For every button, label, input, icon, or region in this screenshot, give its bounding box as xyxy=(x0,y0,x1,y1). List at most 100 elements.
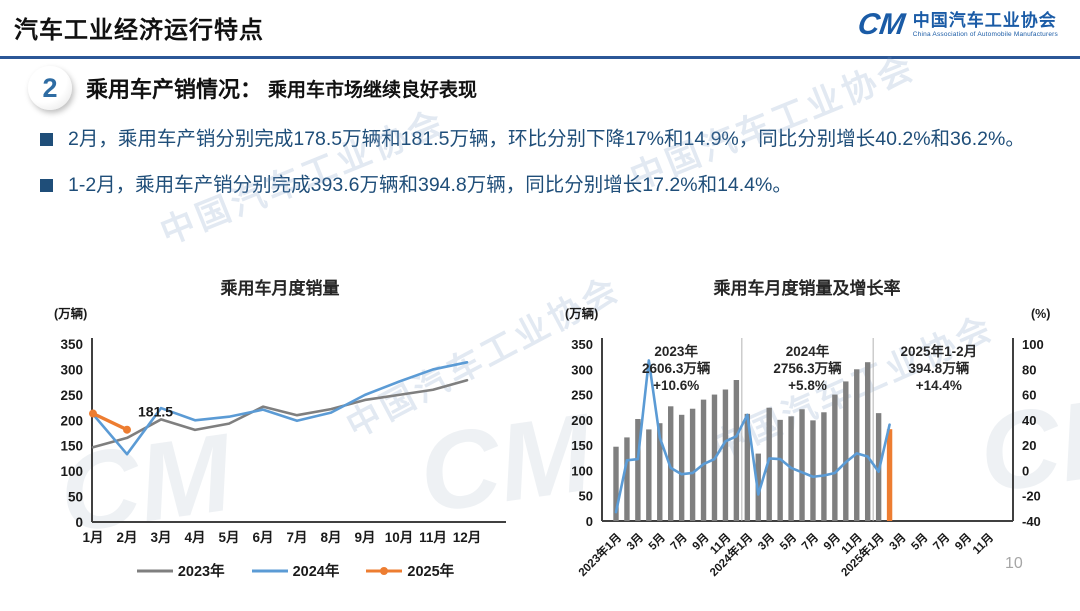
sales-bar xyxy=(832,394,838,521)
page-number: 10 xyxy=(1005,555,1023,572)
sales-bar xyxy=(689,408,696,521)
growth-rate-line xyxy=(614,359,891,514)
right-y-tick-left: 200 xyxy=(571,413,593,428)
right-y-tick-right: 20 xyxy=(1022,438,1036,453)
left-x-tick: 3月 xyxy=(150,530,171,545)
year-annotation: 2023年 2606.3万辆+10.6% xyxy=(642,343,711,393)
right-x-tick: 5月 xyxy=(777,531,799,553)
legend-item-2024年: 2024年 xyxy=(251,560,339,581)
logo-name-cn: 中国汽车工业协会 xyxy=(912,11,1057,31)
right-y-tick-left: 150 xyxy=(571,438,593,453)
right-y-tick-left: 0 xyxy=(586,514,593,529)
right-chart-svg: 乘用车月度销量及增长率(万辆) (%)3503002502001501005001… xyxy=(565,278,1050,579)
bullet-text: 1-2月，乘用车产销分别完成393.6万辆和394.8万辆，同比分别增长17.2… xyxy=(68,174,792,197)
right-y-tick-right: 80 xyxy=(1022,362,1036,377)
right-x-tick: 3月 xyxy=(887,531,909,553)
right-y-tick-right: 40 xyxy=(1022,413,1036,428)
left-chart-svg: 乘用车月度销量 (万辆) 350 300 250 200 150 100 50 01月 2月 3月 4月… xyxy=(54,278,506,545)
right-x-tick: 5月 xyxy=(646,531,668,553)
sales-bar xyxy=(678,414,685,521)
left-y-tick: 250 xyxy=(60,388,83,403)
left-x-tick: 4月 xyxy=(184,530,205,545)
left-chart-legend: 2023年 2024年 2025年 xyxy=(95,560,495,581)
right-y-tick-right: 100 xyxy=(1022,337,1044,352)
year-annotation: 2025年1-2月 394.8万辆+14.4% xyxy=(901,343,978,393)
legend-swatch-icon xyxy=(366,566,403,575)
sales-bar xyxy=(821,412,827,521)
left-y-tick: 0 xyxy=(75,515,83,530)
section-number-badge: 2 xyxy=(28,66,72,110)
legend-label: 2025年 xyxy=(407,564,455,580)
legend-swatch-icon xyxy=(251,569,288,572)
bullet-text: 2月，乘用车产销分别完成178.5万辆和181.5万辆，环比分别下降17%和14… xyxy=(68,128,1025,150)
left-y-tick: 300 xyxy=(60,362,83,377)
legend-item-2025年: 2025年 xyxy=(365,560,454,581)
series-marker xyxy=(123,425,131,434)
bullet-square-icon xyxy=(40,133,53,146)
header-bar: 汽车工业经济运行特点 CM 中国汽车工业协会 China Association… xyxy=(0,0,1080,56)
right-x-tick: 7月 xyxy=(931,531,953,553)
left-x-tick: 5月 xyxy=(218,530,239,545)
left-x-tick: 1月 xyxy=(82,530,103,545)
series-marker xyxy=(89,409,97,418)
right-y-tick-right: 60 xyxy=(1022,388,1036,403)
sales-bar xyxy=(799,409,805,521)
page-title: 汽车工业经济运行特点 xyxy=(14,17,264,44)
left-x-tick: 10月 xyxy=(385,530,414,545)
left-y-tick: 200 xyxy=(60,413,83,428)
right-x-tick: 7月 xyxy=(799,531,821,553)
left-chart-monthly-sales: 乘用车月度销量 (万辆) 350 300 250 200 150 100 50 0 1月 2月 3月 4月… xyxy=(28,276,533,560)
caam-logo-mark-icon: CM xyxy=(855,8,908,41)
left-x-tick: 7月 xyxy=(286,530,307,545)
right-y-tick-left: 50 xyxy=(579,489,593,504)
right-x-tick: 2023年1月 xyxy=(575,530,624,579)
left-x-tick: 11月 xyxy=(419,530,447,545)
right-y-tick-left: 250 xyxy=(571,388,593,403)
right-y-tick-left: 350 xyxy=(571,337,593,352)
sales-bar xyxy=(843,381,849,521)
legend-label: 2023年 xyxy=(177,564,225,580)
left-chart-unit-label: (万辆) xyxy=(54,306,87,321)
left-chart-title: 乘用车月度销量 xyxy=(220,278,340,298)
right-chart-unit-right: (%) xyxy=(1031,307,1050,321)
sales-bar xyxy=(733,380,740,521)
right-y-tick-left: 300 xyxy=(571,362,593,377)
year-annotation: 2024年 2756.3万辆+5.8% xyxy=(773,343,842,393)
legend-item-2023年: 2023年 xyxy=(136,560,225,581)
left-x-tick: 2月 xyxy=(116,530,137,545)
bullet-square-icon xyxy=(40,179,53,193)
sales-bar xyxy=(810,420,816,521)
sales-bar xyxy=(766,407,772,521)
left-x-tick: 8月 xyxy=(320,530,341,545)
logo-name-en: China Association of Automobile Manufact… xyxy=(912,30,1058,38)
left-y-tick: 150 xyxy=(60,439,83,454)
sales-bar xyxy=(624,437,630,521)
caam-logo-text: 中国汽车工业协会 China Association of Automobile… xyxy=(912,11,1058,38)
sales-bar xyxy=(657,423,663,521)
right-y-tick-right: -20 xyxy=(1022,489,1041,504)
right-x-tick: 3月 xyxy=(624,531,646,553)
right-x-tick: 7月 xyxy=(668,531,690,553)
right-chart-sales-and-growth: 乘用车月度销量及增长率 (万辆) (%) 350 300 250 200 150 100 50 0 1… xyxy=(545,276,1080,606)
sales-bar xyxy=(668,406,674,521)
left-y-tick: 100 xyxy=(60,464,83,479)
series-line-2024年 xyxy=(91,361,469,456)
sales-bar xyxy=(646,429,652,521)
bullet-item: 1-2月，乘用车产销分别完成393.6万辆和394.8万辆，同比分别增长17.2… xyxy=(40,170,1045,200)
right-y-tick-right: -40 xyxy=(1022,514,1041,529)
left-y-tick: 50 xyxy=(68,490,83,505)
bullet-list: 2月，乘用车产销分别完成178.5万辆和181.5万辆，环比分别下降17%和14… xyxy=(40,124,1045,216)
sales-bar xyxy=(777,419,783,521)
sales-bar xyxy=(613,446,619,521)
right-chart-unit-left: (万辆) xyxy=(565,306,598,321)
left-x-tick: 9月 xyxy=(354,530,375,545)
section-subtitle: 乘用车市场继续良好表现 xyxy=(268,79,478,101)
left-x-tick: 6月 xyxy=(252,530,273,545)
section-header: 2 乘用车产销情况： 乘用车市场继续良好表现 xyxy=(28,66,477,110)
right-x-tick: 5月 xyxy=(909,531,931,553)
caam-logo: CM 中国汽车工业协会 China Association of Automob… xyxy=(855,8,1058,41)
right-x-tick: 3月 xyxy=(755,531,777,553)
sales-bar xyxy=(744,413,751,521)
section-title: 乘用车产销情况： xyxy=(86,77,263,102)
legend-swatch-icon xyxy=(136,569,173,572)
